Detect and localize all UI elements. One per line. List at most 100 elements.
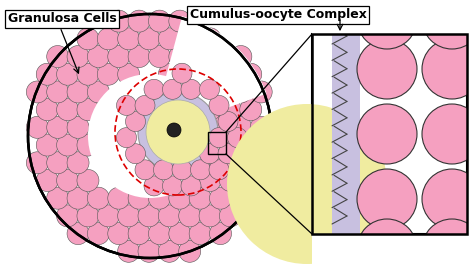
Circle shape bbox=[230, 81, 252, 103]
Circle shape bbox=[87, 187, 109, 209]
Circle shape bbox=[172, 63, 192, 83]
Circle shape bbox=[240, 99, 262, 121]
Circle shape bbox=[154, 160, 173, 180]
Circle shape bbox=[77, 134, 99, 156]
Circle shape bbox=[422, 219, 474, 272]
Circle shape bbox=[357, 104, 417, 164]
Circle shape bbox=[181, 176, 201, 196]
Bar bbox=[467, 0, 474, 272]
Wedge shape bbox=[163, 16, 266, 119]
Circle shape bbox=[169, 187, 191, 209]
Circle shape bbox=[163, 176, 182, 196]
Circle shape bbox=[36, 134, 58, 156]
Circle shape bbox=[138, 205, 160, 227]
Circle shape bbox=[422, 169, 474, 229]
Circle shape bbox=[179, 63, 201, 85]
Circle shape bbox=[240, 63, 262, 85]
Circle shape bbox=[250, 152, 272, 174]
Circle shape bbox=[128, 187, 150, 209]
Circle shape bbox=[144, 176, 164, 196]
Circle shape bbox=[108, 45, 130, 67]
Circle shape bbox=[77, 205, 99, 227]
Circle shape bbox=[422, 104, 474, 164]
Circle shape bbox=[199, 205, 221, 227]
Circle shape bbox=[163, 79, 182, 99]
Circle shape bbox=[117, 95, 137, 115]
Circle shape bbox=[77, 28, 99, 50]
Circle shape bbox=[77, 63, 99, 85]
Circle shape bbox=[135, 160, 155, 180]
Circle shape bbox=[169, 222, 191, 245]
Circle shape bbox=[179, 240, 201, 262]
Circle shape bbox=[67, 187, 89, 209]
Circle shape bbox=[250, 116, 272, 138]
Circle shape bbox=[219, 205, 241, 227]
Circle shape bbox=[148, 45, 171, 67]
Circle shape bbox=[67, 45, 89, 67]
Circle shape bbox=[27, 81, 48, 103]
Circle shape bbox=[219, 169, 241, 191]
Circle shape bbox=[422, 39, 474, 99]
Circle shape bbox=[172, 160, 192, 180]
Circle shape bbox=[209, 160, 229, 180]
Circle shape bbox=[219, 63, 241, 85]
Circle shape bbox=[199, 63, 221, 85]
Circle shape bbox=[118, 28, 140, 50]
Circle shape bbox=[87, 45, 109, 67]
Circle shape bbox=[191, 160, 210, 180]
Circle shape bbox=[87, 222, 109, 245]
Circle shape bbox=[199, 28, 221, 50]
Circle shape bbox=[199, 169, 221, 191]
Circle shape bbox=[56, 134, 79, 156]
Circle shape bbox=[250, 81, 272, 103]
Circle shape bbox=[97, 205, 119, 227]
Circle shape bbox=[47, 116, 69, 138]
Circle shape bbox=[77, 99, 99, 121]
Circle shape bbox=[179, 205, 201, 227]
Circle shape bbox=[108, 222, 130, 245]
Circle shape bbox=[148, 187, 171, 209]
Circle shape bbox=[67, 81, 89, 103]
Circle shape bbox=[138, 240, 160, 262]
Circle shape bbox=[169, 10, 191, 32]
Circle shape bbox=[189, 187, 211, 209]
Circle shape bbox=[209, 95, 229, 115]
Circle shape bbox=[118, 205, 140, 227]
Circle shape bbox=[158, 28, 180, 50]
Circle shape bbox=[36, 63, 58, 85]
Circle shape bbox=[77, 169, 99, 191]
Circle shape bbox=[219, 134, 241, 156]
Circle shape bbox=[56, 169, 79, 191]
Circle shape bbox=[189, 45, 211, 67]
Circle shape bbox=[56, 205, 79, 227]
Circle shape bbox=[357, 169, 417, 229]
Circle shape bbox=[128, 222, 150, 245]
Bar bbox=[332, 34, 360, 234]
Circle shape bbox=[158, 240, 180, 262]
Circle shape bbox=[199, 99, 221, 121]
Circle shape bbox=[210, 116, 231, 138]
Circle shape bbox=[88, 74, 212, 198]
Circle shape bbox=[47, 187, 69, 209]
Circle shape bbox=[108, 10, 130, 32]
Circle shape bbox=[67, 222, 89, 245]
Circle shape bbox=[200, 144, 219, 164]
Circle shape bbox=[126, 144, 146, 164]
Circle shape bbox=[200, 79, 219, 99]
Circle shape bbox=[260, 134, 282, 156]
Circle shape bbox=[210, 81, 231, 103]
Circle shape bbox=[357, 39, 417, 99]
Text: Granulosa Cells: Granulosa Cells bbox=[8, 12, 117, 25]
Circle shape bbox=[36, 99, 58, 121]
Bar bbox=[312, 0, 467, 34]
Circle shape bbox=[158, 63, 180, 85]
Circle shape bbox=[56, 63, 79, 85]
Circle shape bbox=[117, 128, 137, 148]
Circle shape bbox=[210, 45, 231, 67]
Circle shape bbox=[422, 0, 474, 49]
Circle shape bbox=[189, 81, 211, 103]
Circle shape bbox=[230, 152, 252, 174]
Circle shape bbox=[118, 63, 140, 85]
Circle shape bbox=[240, 134, 262, 156]
Circle shape bbox=[167, 123, 181, 137]
